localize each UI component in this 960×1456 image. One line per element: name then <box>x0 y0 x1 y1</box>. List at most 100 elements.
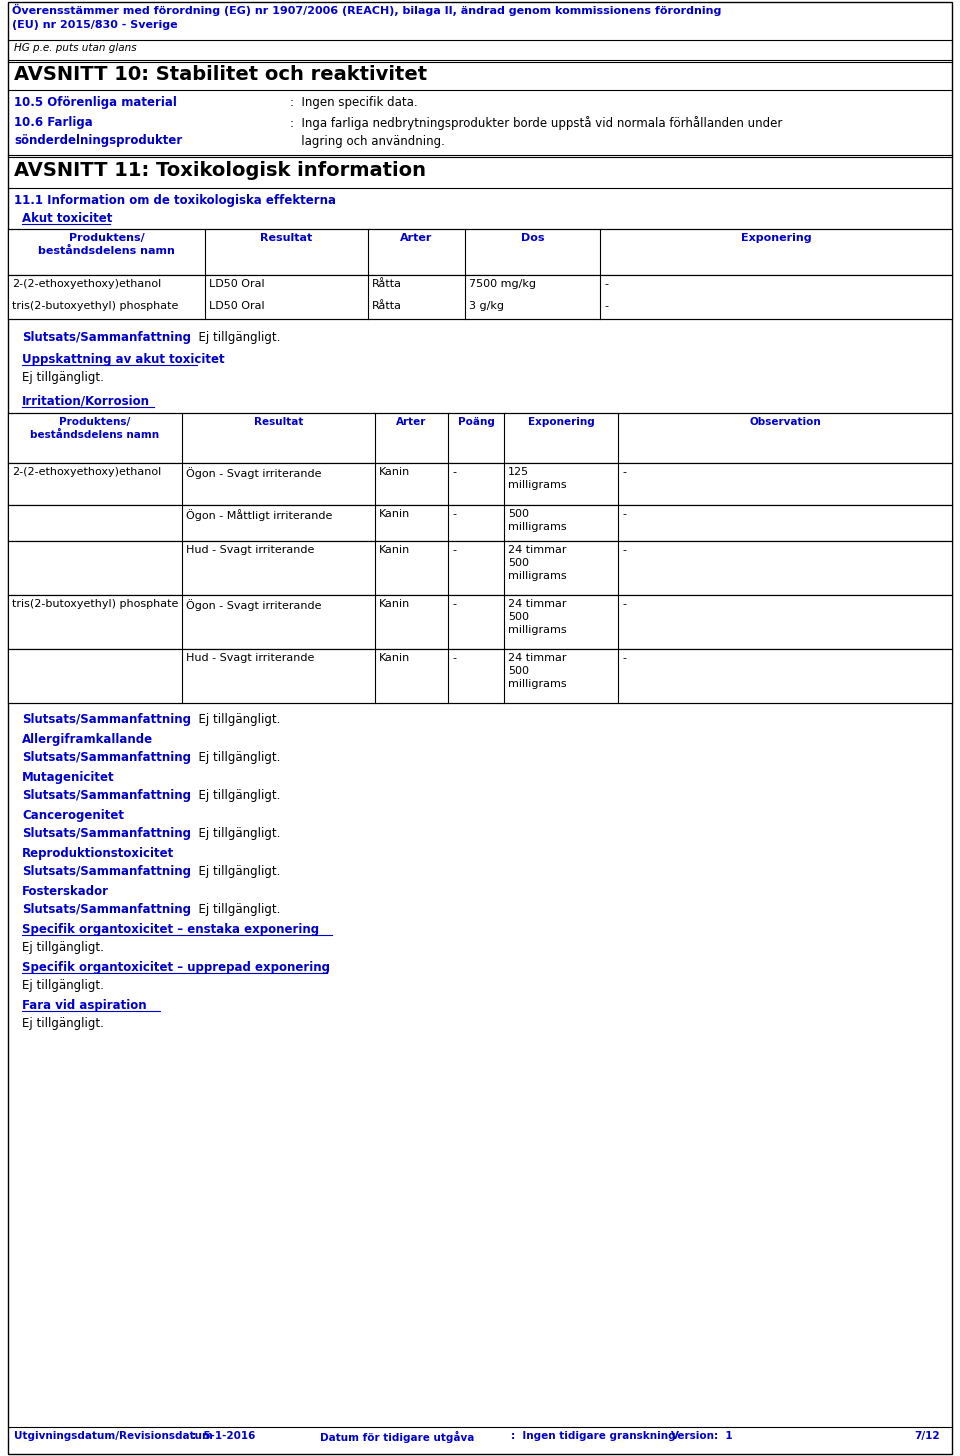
Text: Version: Version <box>671 1431 715 1441</box>
Text: :  Ingen tidigare granskning: : Ingen tidigare granskning <box>511 1431 676 1441</box>
Bar <box>8 542 952 596</box>
Text: Råtta: Råtta <box>372 280 402 288</box>
Text: Specifik organtoxicitet – upprepad exponering: Specifik organtoxicitet – upprepad expon… <box>22 961 330 974</box>
Text: tris(2-butoxyethyl) phosphate: tris(2-butoxyethyl) phosphate <box>12 301 179 312</box>
Text: :  Ej tillgängligt.: : Ej tillgängligt. <box>187 713 280 727</box>
Text: Ej tillgängligt.: Ej tillgängligt. <box>22 1016 104 1029</box>
Text: Resultat: Resultat <box>253 416 303 427</box>
Text: Slutsats/Sammanfattning: Slutsats/Sammanfattning <box>22 827 191 840</box>
Text: :  1: : 1 <box>714 1431 732 1441</box>
Text: tris(2-butoxyethyl) phosphate: tris(2-butoxyethyl) phosphate <box>12 598 179 609</box>
Text: Råtta: Råtta <box>372 301 402 312</box>
Text: -: - <box>452 545 456 555</box>
Text: Produktens/
beståndsdelens namn: Produktens/ beståndsdelens namn <box>31 416 159 440</box>
Text: Exponering: Exponering <box>528 416 594 427</box>
Text: 2-(2-ethoxyethoxy)ethanol: 2-(2-ethoxyethoxy)ethanol <box>12 280 161 288</box>
Text: -: - <box>622 652 626 662</box>
Text: 3 g/kg: 3 g/kg <box>469 301 504 312</box>
Text: Slutsats/Sammanfattning: Slutsats/Sammanfattning <box>22 713 191 727</box>
Text: Ögon - Måttligt irriterande: Ögon - Måttligt irriterande <box>186 510 332 521</box>
Text: 500
milligrams: 500 milligrams <box>508 510 566 531</box>
Text: LD50 Oral: LD50 Oral <box>209 280 265 288</box>
Text: Slutsats/Sammanfattning: Slutsats/Sammanfattning <box>22 865 191 878</box>
Text: HG p.e. puts utan glans: HG p.e. puts utan glans <box>14 44 136 52</box>
Text: Slutsats/Sammanfattning: Slutsats/Sammanfattning <box>22 751 191 764</box>
Text: Produktens/
beståndsdelens namn: Produktens/ beståndsdelens namn <box>38 233 175 256</box>
Text: Hud - Svagt irriterande: Hud - Svagt irriterande <box>186 545 314 555</box>
Text: 10.6 Farliga
sönderdelningsprodukter: 10.6 Farliga sönderdelningsprodukter <box>14 116 182 147</box>
Text: -: - <box>452 652 456 662</box>
Text: 7/12: 7/12 <box>914 1431 940 1441</box>
Text: -: - <box>604 280 608 288</box>
Text: :  Ingen specifik data.: : Ingen specifik data. <box>290 96 418 109</box>
Bar <box>8 649 952 703</box>
Bar <box>8 414 952 463</box>
Text: 125
milligrams: 125 milligrams <box>508 467 566 489</box>
Text: 10.5 Oförenliga material: 10.5 Oförenliga material <box>14 96 177 109</box>
Text: Allergiframkallande: Allergiframkallande <box>22 732 154 745</box>
Text: Kanin: Kanin <box>379 467 410 478</box>
Text: Fosterskador: Fosterskador <box>22 885 109 898</box>
Text: AVSNITT 10: Stabilitet och reaktivitet: AVSNITT 10: Stabilitet och reaktivitet <box>14 66 427 84</box>
Text: Uppskattning av akut toxicitet: Uppskattning av akut toxicitet <box>22 352 225 365</box>
Text: -: - <box>604 301 608 312</box>
Text: Överensstämmer med förordning (EG) nr 1907/2006 (REACH), bilaga II, ändrad genom: Överensstämmer med förordning (EG) nr 19… <box>12 4 721 31</box>
Text: Hud - Svagt irriterande: Hud - Svagt irriterande <box>186 652 314 662</box>
Text: 24 timmar
500
milligrams: 24 timmar 500 milligrams <box>508 652 566 689</box>
Text: Kanin: Kanin <box>379 510 410 518</box>
Text: Irritation/Korrosion: Irritation/Korrosion <box>22 395 150 408</box>
Text: Kanin: Kanin <box>379 652 410 662</box>
Bar <box>8 505 952 542</box>
Text: Ej tillgängligt.: Ej tillgängligt. <box>22 371 104 384</box>
Text: -: - <box>452 510 456 518</box>
Text: Exponering: Exponering <box>741 233 811 243</box>
Text: Ej tillgängligt.: Ej tillgängligt. <box>22 978 104 992</box>
Text: Kanin: Kanin <box>379 598 410 609</box>
Text: :  Ej tillgängligt.: : Ej tillgängligt. <box>187 331 280 344</box>
Text: 2-(2-ethoxyethoxy)ethanol: 2-(2-ethoxyethoxy)ethanol <box>12 467 161 478</box>
Text: Arter: Arter <box>400 233 433 243</box>
Text: -: - <box>622 467 626 478</box>
Text: 11.1 Information om de toxikologiska effekterna: 11.1 Information om de toxikologiska eff… <box>14 194 336 207</box>
Text: -: - <box>622 545 626 555</box>
Text: Ögon - Svagt irriterande: Ögon - Svagt irriterande <box>186 598 322 612</box>
Text: :  Ej tillgängligt.: : Ej tillgängligt. <box>187 789 280 802</box>
Text: :  5-1-2016: : 5-1-2016 <box>192 1431 255 1441</box>
Bar <box>8 463 952 505</box>
Text: Fara vid aspiration: Fara vid aspiration <box>22 999 147 1012</box>
Text: Slutsats/Sammanfattning: Slutsats/Sammanfattning <box>22 903 191 916</box>
Text: Arter: Arter <box>396 416 426 427</box>
Text: :  Ej tillgängligt.: : Ej tillgängligt. <box>187 827 280 840</box>
Text: Utgivningsdatum/Revisionsdatum: Utgivningsdatum/Revisionsdatum <box>14 1431 213 1441</box>
Text: :  Inga farliga nedbrytningsprodukter borde uppstå vid normala förhållanden unde: : Inga farliga nedbrytningsprodukter bor… <box>290 116 782 149</box>
Text: Slutsats/Sammanfattning: Slutsats/Sammanfattning <box>22 789 191 802</box>
Text: Poäng: Poäng <box>458 416 494 427</box>
Text: Kanin: Kanin <box>379 545 410 555</box>
Text: Akut toxicitet: Akut toxicitet <box>22 213 112 226</box>
Text: Cancerogenitet: Cancerogenitet <box>22 810 124 823</box>
Text: Datum för tidigare utgåva: Datum för tidigare utgåva <box>320 1431 474 1443</box>
Text: Dos: Dos <box>520 233 544 243</box>
Text: Resultat: Resultat <box>260 233 313 243</box>
Text: AVSNITT 11: Toxikologisk information: AVSNITT 11: Toxikologisk information <box>14 162 426 181</box>
Text: Observation: Observation <box>749 416 821 427</box>
Text: 24 timmar
500
milligrams: 24 timmar 500 milligrams <box>508 545 566 581</box>
Text: Specifik organtoxicitet – enstaka exponering: Specifik organtoxicitet – enstaka expone… <box>22 923 319 936</box>
Text: -: - <box>452 598 456 609</box>
Text: Ögon - Svagt irriterande: Ögon - Svagt irriterande <box>186 467 322 479</box>
Text: LD50 Oral: LD50 Oral <box>209 301 265 312</box>
Text: -: - <box>452 467 456 478</box>
Bar <box>8 275 952 319</box>
Text: :  Ej tillgängligt.: : Ej tillgängligt. <box>187 865 280 878</box>
Text: Mutagenicitet: Mutagenicitet <box>22 772 114 783</box>
Bar <box>8 229 952 275</box>
Text: Ej tillgängligt.: Ej tillgängligt. <box>22 941 104 954</box>
Text: -: - <box>622 598 626 609</box>
Text: 24 timmar
500
milligrams: 24 timmar 500 milligrams <box>508 598 566 635</box>
Text: :  Ej tillgängligt.: : Ej tillgängligt. <box>187 903 280 916</box>
Text: Reproduktionstoxicitet: Reproduktionstoxicitet <box>22 847 175 860</box>
Text: 7500 mg/kg: 7500 mg/kg <box>469 280 536 288</box>
Text: -: - <box>622 510 626 518</box>
Text: :  Ej tillgängligt.: : Ej tillgängligt. <box>187 751 280 764</box>
Text: Slutsats/Sammanfattning: Slutsats/Sammanfattning <box>22 331 191 344</box>
